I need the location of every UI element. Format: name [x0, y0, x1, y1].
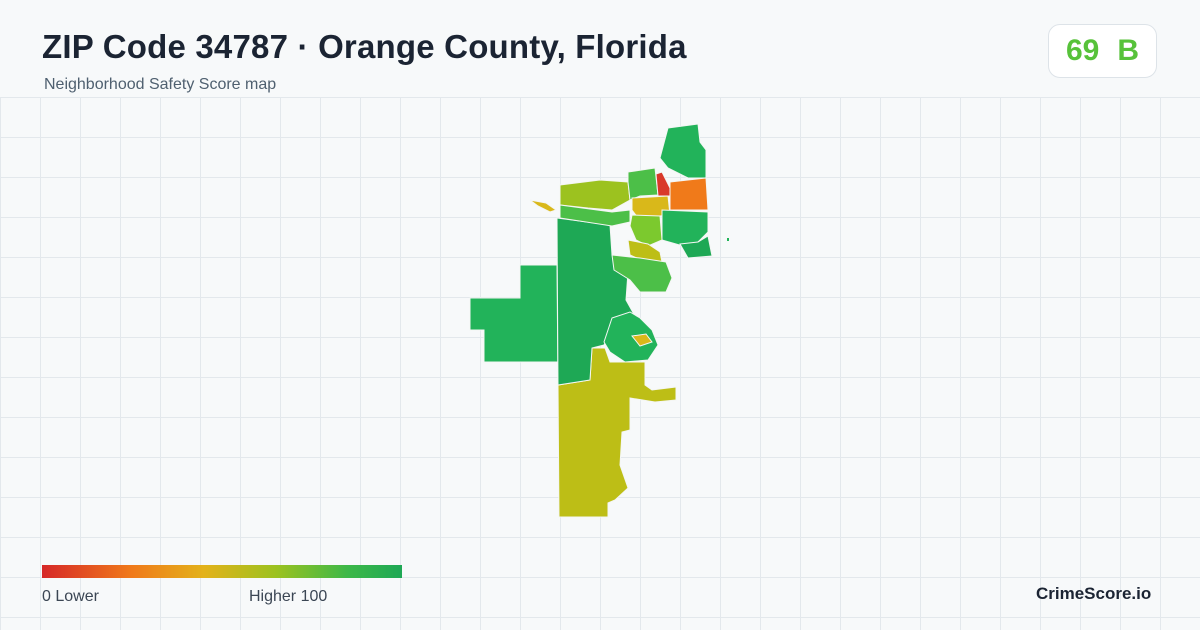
legend-high-label: Higher 100 — [249, 588, 328, 605]
brand-logo-text: CrimeScore.io — [1036, 584, 1152, 603]
map-region-red[interactable] — [655, 171, 671, 197]
map-region-yellow-small[interactable] — [631, 333, 653, 347]
map-region-south[interactable] — [557, 347, 677, 518]
legend-gradient-bar — [42, 565, 402, 578]
map-region-east-2[interactable] — [679, 235, 713, 259]
page-subtitle: Neighborhood Safety Score map — [44, 76, 277, 93]
safety-score-value: 69 — [1065, 34, 1100, 67]
map-region-dot[interactable] — [727, 238, 729, 241]
map-region-north-1[interactable] — [627, 167, 659, 201]
page-title: ZIP Code 34787 · Orange County, Florida — [42, 28, 687, 65]
map-region-north-west[interactable] — [559, 179, 631, 211]
map-region-band[interactable] — [559, 204, 631, 227]
safety-score-grade: B — [1117, 34, 1140, 67]
map-region-mid-east[interactable] — [611, 254, 673, 293]
map-region-sliver[interactable] — [529, 199, 558, 213]
map-region-west[interactable] — [469, 264, 561, 386]
map-region-orange[interactable] — [669, 177, 709, 211]
map-region-south-east[interactable] — [603, 311, 659, 363]
legend-low-label: 0 Lower — [42, 588, 99, 605]
safety-score-badge: 69 B — [1048, 24, 1157, 78]
map-region-north-2[interactable] — [659, 123, 707, 179]
